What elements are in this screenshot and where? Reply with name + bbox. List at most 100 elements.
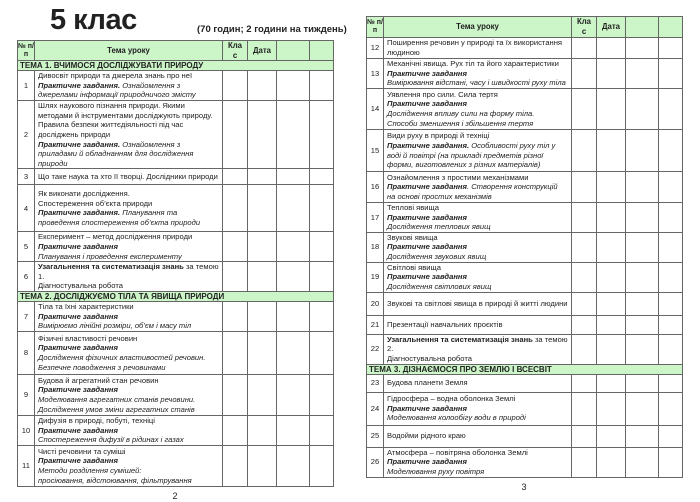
date-cell[interactable] xyxy=(596,37,626,59)
extra-cell[interactable] xyxy=(658,446,683,478)
extra-cell[interactable] xyxy=(625,202,659,233)
extra-cell[interactable] xyxy=(625,424,659,448)
extra-cell[interactable] xyxy=(276,444,310,487)
extra-cell[interactable] xyxy=(309,70,334,102)
extra-cell[interactable] xyxy=(658,129,683,172)
extra-cell[interactable] xyxy=(625,88,659,130)
date-cell[interactable] xyxy=(247,100,277,170)
class-cell[interactable] xyxy=(571,391,597,426)
extra-cell[interactable] xyxy=(658,391,683,426)
date-cell[interactable] xyxy=(596,424,626,448)
class-cell[interactable] xyxy=(222,70,248,102)
class-cell[interactable] xyxy=(222,168,248,186)
extra-cell[interactable] xyxy=(276,100,310,170)
date-cell[interactable] xyxy=(247,261,277,292)
extra-cell[interactable] xyxy=(309,168,334,186)
extra-cell[interactable] xyxy=(309,373,334,416)
extra-cell[interactable] xyxy=(276,330,310,375)
extra-cell[interactable] xyxy=(625,171,659,203)
extra-cell[interactable] xyxy=(658,88,683,130)
extra-cell[interactable] xyxy=(276,168,310,186)
extra-cell[interactable] xyxy=(625,231,659,263)
extra-cell[interactable] xyxy=(625,373,659,393)
class-cell[interactable] xyxy=(571,261,597,293)
extra-cell[interactable] xyxy=(625,391,659,426)
date-cell[interactable] xyxy=(596,314,626,335)
extra-cell[interactable] xyxy=(658,37,683,59)
class-cell[interactable] xyxy=(222,300,248,332)
extra-cell[interactable] xyxy=(658,202,683,233)
date-cell[interactable] xyxy=(596,202,626,233)
extra-cell[interactable] xyxy=(309,261,334,292)
extra-cell[interactable] xyxy=(658,333,683,365)
class-cell[interactable] xyxy=(571,129,597,172)
extra-cell[interactable] xyxy=(309,184,334,233)
date-cell[interactable] xyxy=(247,184,277,233)
extra-cell[interactable] xyxy=(276,184,310,233)
extra-cell[interactable] xyxy=(309,444,334,487)
date-cell[interactable] xyxy=(247,373,277,416)
class-cell[interactable] xyxy=(222,231,248,263)
class-cell[interactable] xyxy=(571,58,597,89)
class-cell[interactable] xyxy=(571,373,597,393)
extra-cell[interactable] xyxy=(658,373,683,393)
class-cell[interactable] xyxy=(222,330,248,375)
date-cell[interactable] xyxy=(247,168,277,186)
extra-cell[interactable] xyxy=(625,37,659,59)
date-cell[interactable] xyxy=(247,231,277,263)
class-cell[interactable] xyxy=(222,414,248,446)
extra-cell[interactable] xyxy=(276,70,310,102)
class-cell[interactable] xyxy=(222,444,248,487)
date-cell[interactable] xyxy=(596,58,626,89)
extra-cell[interactable] xyxy=(658,58,683,89)
extra-cell[interactable] xyxy=(276,300,310,332)
extra-cell[interactable] xyxy=(309,231,334,263)
date-cell[interactable] xyxy=(247,414,277,446)
date-cell[interactable] xyxy=(596,391,626,426)
extra-cell[interactable] xyxy=(276,414,310,446)
date-cell[interactable] xyxy=(596,231,626,263)
date-cell[interactable] xyxy=(596,333,626,365)
extra-cell[interactable] xyxy=(658,314,683,335)
class-cell[interactable] xyxy=(571,171,597,203)
date-cell[interactable] xyxy=(596,88,626,130)
extra-cell[interactable] xyxy=(276,373,310,416)
date-cell[interactable] xyxy=(247,330,277,375)
class-cell[interactable] xyxy=(571,291,597,316)
extra-cell[interactable] xyxy=(658,424,683,448)
extra-cell[interactable] xyxy=(625,58,659,89)
extra-cell[interactable] xyxy=(625,314,659,335)
class-cell[interactable] xyxy=(222,100,248,170)
date-cell[interactable] xyxy=(247,444,277,487)
extra-cell[interactable] xyxy=(309,300,334,332)
extra-cell[interactable] xyxy=(309,100,334,170)
date-cell[interactable] xyxy=(596,171,626,203)
class-cell[interactable] xyxy=(571,37,597,59)
extra-cell[interactable] xyxy=(658,231,683,263)
extra-cell[interactable] xyxy=(658,291,683,316)
class-cell[interactable] xyxy=(571,314,597,335)
class-cell[interactable] xyxy=(571,231,597,263)
class-cell[interactable] xyxy=(222,184,248,233)
extra-cell[interactable] xyxy=(276,261,310,292)
extra-cell[interactable] xyxy=(658,171,683,203)
extra-cell[interactable] xyxy=(625,446,659,478)
date-cell[interactable] xyxy=(596,291,626,316)
extra-cell[interactable] xyxy=(309,414,334,446)
class-cell[interactable] xyxy=(571,88,597,130)
date-cell[interactable] xyxy=(596,261,626,293)
class-cell[interactable] xyxy=(222,373,248,416)
extra-cell[interactable] xyxy=(625,261,659,293)
extra-cell[interactable] xyxy=(658,261,683,293)
date-cell[interactable] xyxy=(247,70,277,102)
class-cell[interactable] xyxy=(571,202,597,233)
extra-cell[interactable] xyxy=(309,330,334,375)
class-cell[interactable] xyxy=(571,333,597,365)
date-cell[interactable] xyxy=(247,300,277,332)
class-cell[interactable] xyxy=(571,424,597,448)
date-cell[interactable] xyxy=(596,373,626,393)
date-cell[interactable] xyxy=(596,446,626,478)
extra-cell[interactable] xyxy=(625,129,659,172)
class-cell[interactable] xyxy=(571,446,597,478)
extra-cell[interactable] xyxy=(625,333,659,365)
